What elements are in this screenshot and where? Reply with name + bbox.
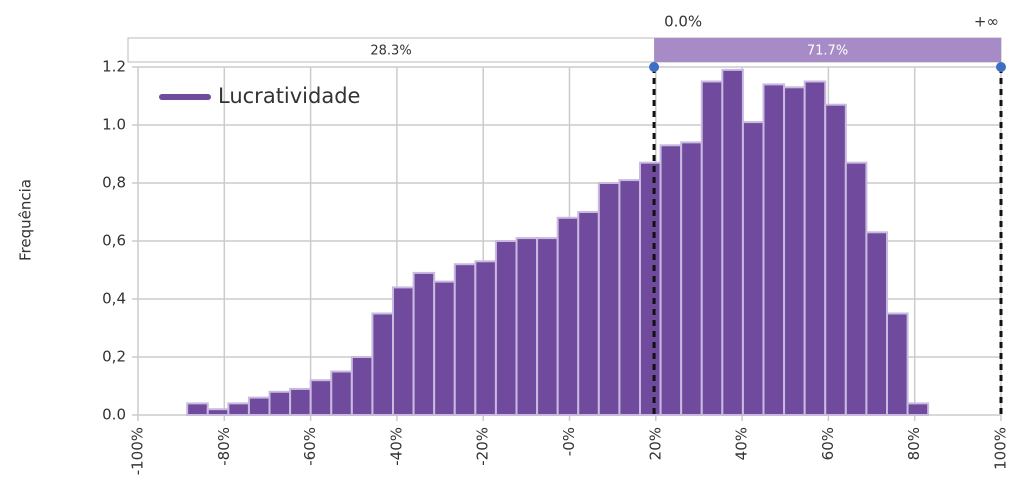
legend-label: Lucratividade [218, 84, 360, 108]
bar [268, 390, 292, 416]
threshold-below-label: 28.3% [370, 44, 411, 59]
bar [433, 280, 456, 416]
bar [494, 240, 518, 416]
bar [536, 237, 559, 416]
bar [392, 286, 415, 416]
x-tick-label: 40% [733, 427, 751, 460]
bar [206, 408, 230, 417]
threshold-above-label: 71.7% [807, 44, 848, 59]
bar [597, 182, 621, 416]
x-tick-label: -80% [215, 427, 233, 466]
x-tick-label: -0% [560, 427, 578, 456]
bar [659, 144, 683, 417]
y-axis-label: Frequência [17, 179, 35, 261]
bar [783, 86, 806, 417]
bar [741, 121, 765, 416]
bar [186, 402, 209, 416]
bar [227, 402, 250, 416]
bar [453, 263, 477, 417]
bar [824, 103, 847, 416]
bar [556, 216, 580, 416]
bar [412, 271, 436, 416]
threshold-x-label: 0.0% [664, 13, 702, 31]
y-tick-label: 1.2 [102, 58, 126, 76]
bar [474, 260, 497, 416]
bar [247, 396, 271, 417]
bar [865, 231, 888, 416]
y-tick-label: 0,6 [102, 232, 126, 250]
y-tick-label: 0,8 [102, 174, 126, 192]
threshold-above [654, 38, 1001, 62]
y-tick-label: 0,4 [102, 290, 126, 308]
x-tick-label: -40% [387, 427, 405, 466]
bar [309, 379, 333, 417]
y-tick-label: 0,2 [102, 348, 126, 366]
y-tick-label: 1.0 [102, 116, 126, 134]
threshold-end-marker [996, 62, 1006, 72]
threshold-marker [649, 62, 660, 72]
bar [577, 211, 600, 416]
x-tick-label: -60% [301, 427, 319, 466]
x-tick-label: 80% [905, 427, 923, 460]
x-tick-label: 60% [819, 427, 837, 460]
x-tick-label: -100% [129, 427, 147, 475]
bar [762, 83, 786, 417]
x-tick-label: 100% [992, 427, 1010, 470]
bar [885, 312, 909, 416]
bar [639, 161, 662, 416]
bar [680, 141, 703, 416]
bar [371, 312, 395, 416]
bar [289, 387, 312, 416]
bar [844, 161, 868, 416]
bar [721, 68, 744, 417]
x-tick-label: -20% [474, 427, 492, 466]
bar [803, 80, 827, 416]
bar [700, 80, 724, 416]
bar [906, 402, 930, 416]
bar [330, 370, 353, 416]
bar [350, 356, 374, 416]
threshold-end-label: +∞ [974, 13, 999, 31]
bar [618, 179, 642, 416]
y-tick-label: 0.0 [102, 406, 126, 424]
x-tick-label: 20% [646, 427, 664, 460]
bar [515, 237, 539, 416]
